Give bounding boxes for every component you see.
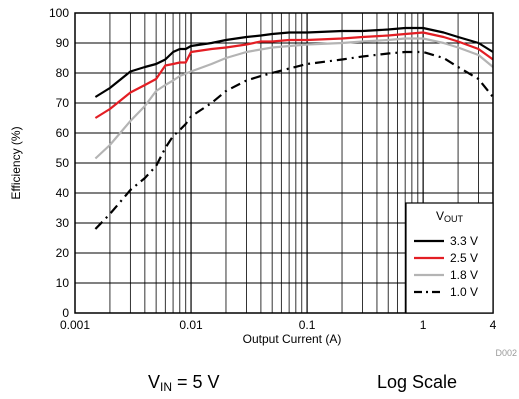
plot-frame [74, 12, 494, 314]
y-tick-label: 20 [56, 246, 70, 260]
legend: VOUT 3.3 V 2.5 V 1.8 V 1.0 V [405, 202, 494, 314]
figure-code: D002 [495, 348, 517, 358]
legend-label: 1.8 V [450, 268, 478, 282]
y-tick-label: 70 [56, 96, 70, 110]
y-tick-label: 90 [56, 36, 70, 50]
x-tick-label: 4 [490, 318, 497, 332]
x-tick-label: 0.1 [299, 318, 316, 332]
series-layer [94, 26, 494, 230]
legend-items: 3.3 V 2.5 V 1.8 V 1.0 V [414, 234, 478, 299]
legend-label: 3.3 V [450, 234, 478, 248]
y-axis-label: Efficiency (%) [9, 126, 23, 199]
scale-caption: Log Scale [377, 372, 458, 392]
y-tick-label: 40 [56, 186, 70, 200]
y-tick-label: 30 [56, 216, 70, 230]
series-line-1-0-V [94, 50, 494, 230]
vin-caption-sub: IN [160, 380, 173, 394]
legend-title-sub: OUT [444, 214, 464, 224]
x-axis-label: Output Current (A) [243, 332, 342, 346]
y-tick-label: 50 [56, 156, 70, 170]
series-line-1-8-V [94, 37, 494, 160]
series-line-2-5-V [94, 31, 494, 119]
y-tick-label: 0 [62, 306, 69, 320]
x-tick-label: 0.001 [60, 318, 90, 332]
vin-caption: VIN = 5 V [148, 372, 220, 394]
y-tick-label: 100 [49, 6, 69, 20]
x-tick-label: 0.01 [179, 318, 203, 332]
series-line-3-3-V [94, 26, 494, 98]
legend-label: 1.0 V [450, 285, 478, 299]
legend-title-main: V [436, 209, 444, 223]
y-tick-label: 60 [56, 126, 70, 140]
vin-caption-main: V [148, 372, 161, 392]
vin-caption-rest: = 5 V [172, 372, 220, 392]
legend-label: 2.5 V [450, 251, 478, 265]
y-tick-label: 80 [56, 66, 70, 80]
x-tick-label: 1 [420, 318, 427, 332]
legend-title: VOUT [436, 209, 464, 224]
y-tick-label: 10 [56, 276, 70, 290]
